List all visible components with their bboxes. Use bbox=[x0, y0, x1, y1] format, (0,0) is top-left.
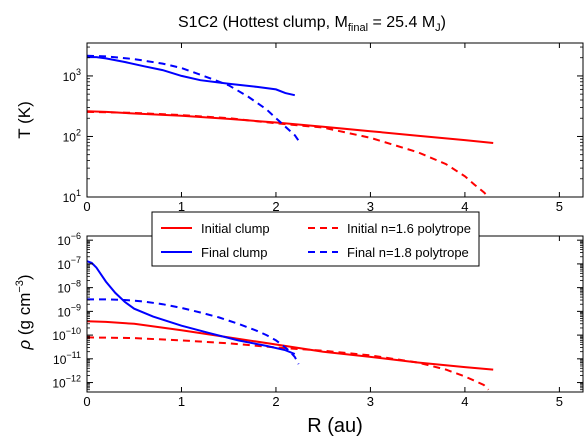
y-tick-label: 102 bbox=[63, 127, 81, 144]
x-tick-label: 2 bbox=[272, 199, 279, 214]
y-tick-label: 10−7 bbox=[57, 255, 81, 272]
density-ticks: 0 1 2 3 4 5 10−12 10−11 10−10 10−9 10−8 10−7 10−6 bbox=[52, 231, 583, 409]
legend-label: Initial clump bbox=[201, 221, 270, 236]
y-tick-label: 10−6 bbox=[57, 231, 81, 248]
series-line-final-n-1-8-polytrope bbox=[87, 54, 300, 142]
x-tick-label: 3 bbox=[367, 199, 374, 214]
legend-label: Final n=1.8 polytrope bbox=[347, 245, 469, 260]
legend-box bbox=[151, 211, 480, 267]
legend-label: Final clump bbox=[201, 245, 267, 260]
density-y-label: ρ (g cm−3) bbox=[14, 274, 34, 350]
y-tick-label: 10−9 bbox=[57, 302, 81, 319]
series-line-initial-n-1-6-polytrope bbox=[87, 110, 490, 197]
x-tick-label: 4 bbox=[461, 394, 468, 409]
series-line-initial-clump bbox=[87, 110, 494, 144]
x-axis-label: R (au) bbox=[307, 415, 363, 437]
legend-item-initial-polytrope: Initial n=1.6 polytrope bbox=[308, 221, 471, 236]
y-tick-label: 10−11 bbox=[53, 350, 81, 367]
series-line-initial-clump bbox=[87, 320, 494, 371]
x-tick-label: 5 bbox=[556, 199, 563, 214]
y-tick-label: 10−10 bbox=[52, 326, 81, 343]
legend-item-final-clump: Final clump bbox=[161, 245, 267, 260]
y-tick-label: 10−12 bbox=[52, 374, 81, 391]
y-tick-label: 10−8 bbox=[57, 279, 81, 296]
x-tick-label: 3 bbox=[367, 394, 374, 409]
density-series-lines bbox=[87, 260, 494, 391]
series-line-final-n-1-8-polytrope bbox=[87, 298, 300, 365]
x-tick-label: 1 bbox=[178, 394, 185, 409]
y-tick-label: 101 bbox=[63, 188, 81, 205]
chart-title: S1C2 (Hottest clump, Mfinal = 25.4 MJ) bbox=[178, 14, 446, 34]
temperature-axes-frame bbox=[86, 42, 584, 198]
x-tick-label: 2 bbox=[272, 394, 279, 409]
x-tick-label: 5 bbox=[556, 394, 563, 409]
legend-label: Initial n=1.6 polytrope bbox=[347, 221, 471, 236]
legend-item-initial-clump: Initial clump bbox=[161, 221, 270, 236]
temperature-ticks: 0 1 2 3 4 5 101 102 103 bbox=[63, 43, 583, 214]
x-tick-label: 0 bbox=[83, 199, 90, 214]
series-line-final-clump bbox=[87, 56, 296, 97]
y-tick-label: 103 bbox=[63, 67, 81, 84]
temperature-series-lines bbox=[87, 54, 494, 197]
x-tick-label: 4 bbox=[461, 199, 468, 214]
legend-item-final-polytrope: Final n=1.8 polytrope bbox=[308, 245, 469, 260]
legend: Initial clump Final clump Initial n=1.6 … bbox=[151, 211, 480, 267]
series-line-final-clump bbox=[87, 260, 296, 355]
density-panel: 0 1 2 3 4 5 10−12 10−11 10−10 10−9 10−8 10−7 10−6 ρ … bbox=[14, 211, 584, 437]
x-tick-label: 1 bbox=[178, 199, 185, 214]
temperature-y-label: T (K) bbox=[15, 101, 34, 138]
x-tick-label: 0 bbox=[83, 394, 90, 409]
temperature-panel: 0 1 2 3 4 5 101 102 103 T (K) bbox=[15, 42, 584, 214]
